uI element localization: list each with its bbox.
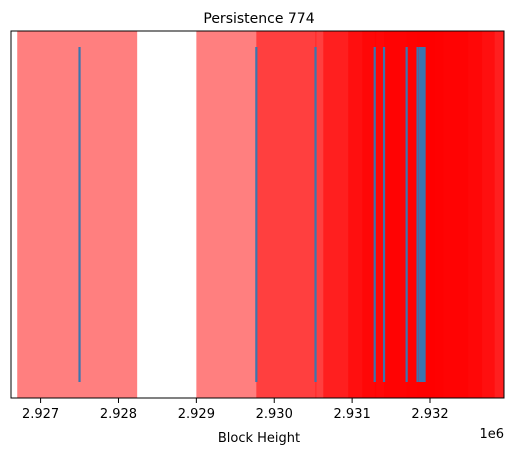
x-tick-label-5: 2.931	[334, 407, 371, 422]
interval-band-11	[417, 31, 504, 398]
plot-frame	[10, 30, 505, 399]
x-axis-ticks: 2.927 2.928 2.929 2.930 2.931 2.932	[22, 398, 449, 422]
x-axis-label: Block Height	[218, 431, 300, 446]
interval-band-1	[17, 31, 138, 398]
x-tick-label-6: 2.932	[411, 407, 448, 422]
x-tick-label-3: 2.929	[178, 407, 215, 422]
interval-bands	[17, 31, 504, 398]
x-tick-label-4: 2.930	[256, 407, 293, 422]
x-tick-label-2: 2.928	[100, 407, 137, 422]
x-tick-label-1: 2.927	[22, 407, 59, 422]
x-axis-offset-label: 1e6	[479, 427, 504, 442]
chart-title: Persistence 774	[203, 11, 314, 27]
event-lines	[78, 47, 426, 382]
